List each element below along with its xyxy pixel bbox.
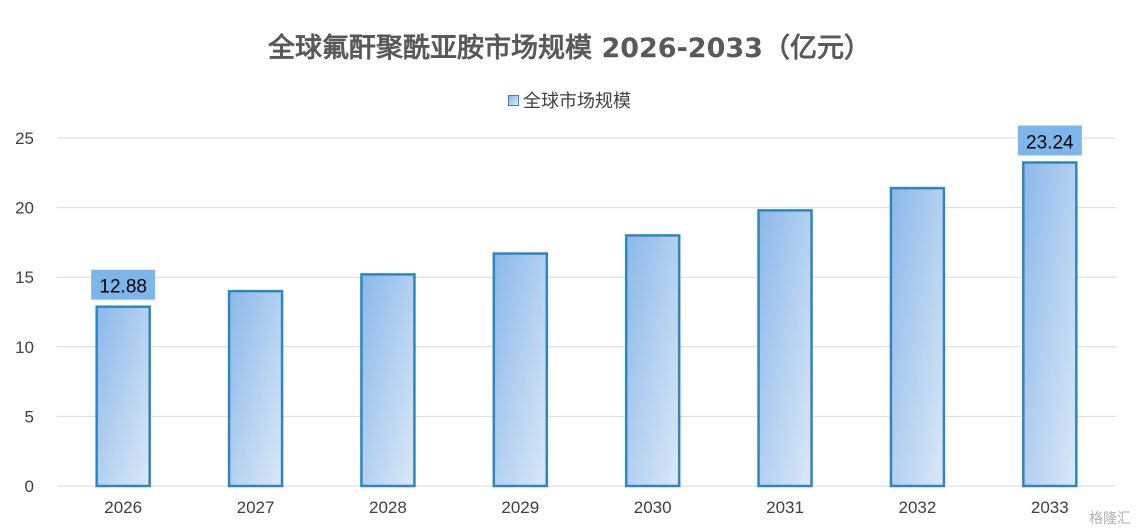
x-tick-label: 2027 <box>237 498 275 517</box>
bar-2029 <box>492 252 549 488</box>
legend: 全球市场规模 <box>0 87 1139 113</box>
x-tick-label: 2029 <box>501 498 539 517</box>
bar-2027 <box>227 289 284 488</box>
watermark: 格隆汇 <box>1089 511 1131 527</box>
data-label: 12.88 <box>99 277 147 298</box>
gridlines <box>57 137 1116 487</box>
x-tick-label: 2030 <box>634 498 672 517</box>
x-tick-label: 2028 <box>369 498 407 517</box>
legend-swatch <box>508 94 519 106</box>
bar-2032 <box>889 186 946 488</box>
y-tick-label: 10 <box>15 338 34 357</box>
chart-title: 全球氟酐聚酰亚胺市场规模 2026-2033（亿元） <box>268 33 871 64</box>
data-label: 23.24 <box>1026 132 1074 153</box>
bars <box>95 161 1078 488</box>
x-axis: 2026 2027 2028 2029 2030 2031 2032 2033 <box>104 498 1068 517</box>
bar-2028 <box>360 273 416 488</box>
legend-label: 全球市场规模 <box>523 91 631 112</box>
y-axis: 0 5 10 15 20 25 <box>15 129 34 496</box>
x-tick-label: 2032 <box>899 498 937 517</box>
x-tick-label: 2033 <box>1031 498 1069 517</box>
data-labels: 12.88 23.24 <box>91 125 1082 300</box>
y-tick-label: 20 <box>15 199 34 218</box>
bar-2026 <box>95 305 151 488</box>
x-tick-label: 2031 <box>766 498 804 517</box>
data-label-box <box>91 269 156 300</box>
y-tick-label: 5 <box>25 407 34 426</box>
y-tick-label: 0 <box>25 477 34 496</box>
y-tick-label: 15 <box>15 268 34 287</box>
x-tick-label: 2026 <box>104 498 142 517</box>
y-tick-label: 25 <box>15 129 34 148</box>
bar-2031 <box>757 209 813 488</box>
data-label-box <box>1017 125 1082 156</box>
bar-2033 <box>1022 161 1078 488</box>
bar-2030 <box>624 234 681 488</box>
